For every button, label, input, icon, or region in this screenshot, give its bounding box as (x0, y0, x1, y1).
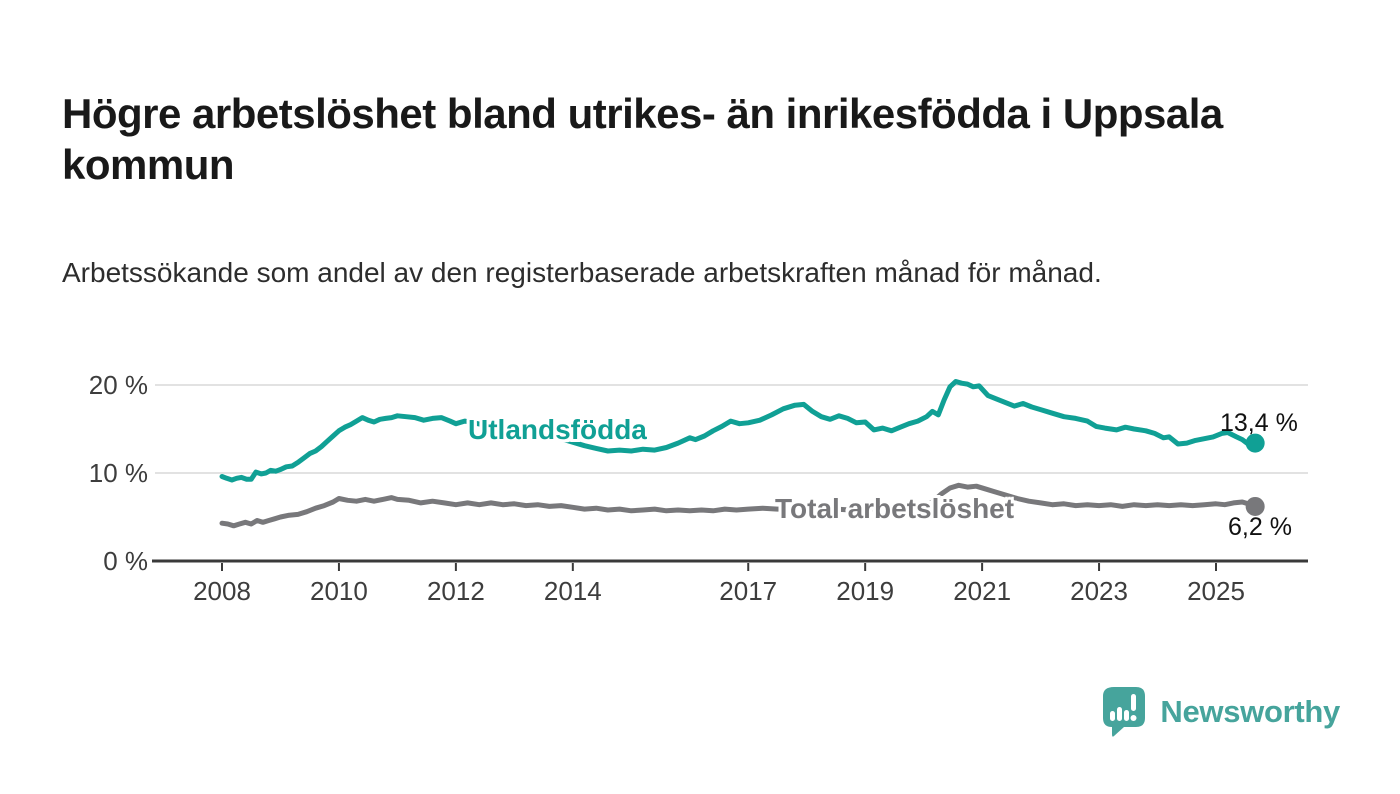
newsworthy-branding: Newsworthy (1102, 686, 1340, 738)
page-title: Högre arbetslöshet bland utrikes- än inr… (62, 90, 1223, 189)
y-axis-label-10: 10 % (88, 458, 148, 488)
chart-subtitle: Arbetssökande som andel av den registerb… (62, 257, 1102, 288)
x-axis-label-2023: 2023 (1070, 576, 1128, 606)
series-label-utlandsfodda: Utlandsfödda (468, 414, 647, 445)
x-axis-label-2012: 2012 (426, 576, 485, 606)
x-axis-label-2010: 2010 (310, 576, 368, 606)
series-end-dot-utlandsf-dda (1245, 433, 1265, 453)
x-axis-label-2014: 2014 (543, 576, 602, 606)
y-axis-label-20: 20 % (88, 370, 148, 400)
x-axis-label-2008: 2008 (193, 576, 251, 606)
end-value-label-utlandsfodda: 13,4 % (1220, 409, 1298, 437)
series-label-total-arbetsloshet: Total arbetslöshet (775, 493, 1015, 524)
x-axis-label-2019: 2019 (836, 576, 895, 606)
end-value-label-total: 6,2 % (1228, 513, 1292, 541)
series-line-utlandsf-dda (219, 379, 1258, 483)
x-axis-label-2017: 2017 (719, 576, 778, 606)
series-line-total-arbetsl-shet (219, 482, 1258, 529)
chart-plot-area (152, 379, 1308, 571)
x-axis-label-2021: 2021 (953, 576, 1012, 606)
series-end-dot-total-arbetsl-shet (1245, 496, 1265, 516)
y-axis-label-0: 0 % (103, 546, 148, 576)
x-axis-label-2025: 2025 (1187, 576, 1245, 606)
newsworthy-bubble-chart-icon (1103, 687, 1146, 737)
newsworthy-logo-text: Newsworthy (1160, 694, 1340, 729)
